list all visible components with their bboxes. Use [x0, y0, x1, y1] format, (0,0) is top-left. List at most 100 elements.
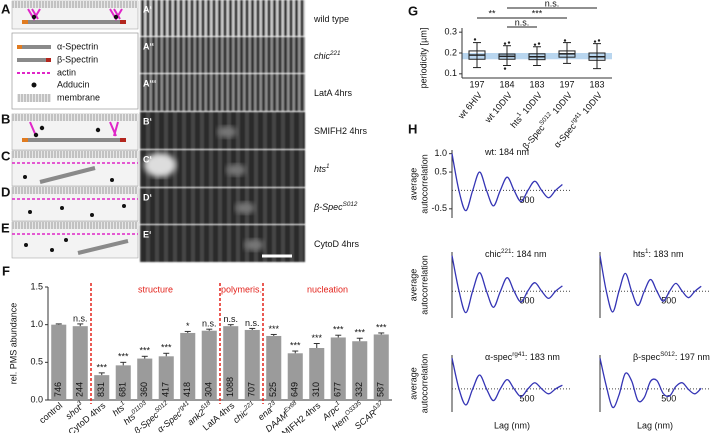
chart-title-part: β-spec — [633, 352, 661, 362]
schematic-e — [11, 221, 139, 259]
n-label: 746 — [53, 382, 63, 397]
micrograph-label-part: wild type — [313, 14, 349, 24]
y-tick-label: 0.5 — [30, 357, 43, 367]
x-tick-label-part: S012 — [538, 111, 553, 127]
y-axis-label: rel. PMS abundance — [8, 303, 18, 385]
bracket-label: n.s. — [515, 17, 530, 27]
schematic-a — [11, 0, 139, 30]
bar — [180, 332, 196, 400]
panel-letter: G — [408, 3, 418, 18]
n-label: 310 — [311, 382, 321, 397]
bracket-label: ** — [488, 8, 496, 18]
autocorrelation-line — [451, 153, 563, 212]
micrograph-label-part: CytoD 4hrs — [314, 239, 360, 249]
n-label: 649 — [290, 382, 300, 397]
x-tick-label: 500 — [661, 296, 676, 306]
panel-letter: H — [408, 121, 417, 136]
n-label: 1088 — [225, 377, 235, 397]
micrograph-label-part: SMIFH2 4hrs — [314, 126, 368, 136]
y-axis-label: autocorrelation — [419, 154, 429, 214]
micrograph-label: LatA 4hrs — [314, 88, 353, 98]
y-tick-label: 0.5 — [434, 166, 447, 176]
x-tick-label-part: O3335 — [344, 399, 363, 417]
bar — [287, 353, 303, 400]
bar — [137, 358, 153, 400]
bar — [373, 334, 389, 400]
micrograph-label-part: chic — [314, 51, 331, 61]
y-axis-label: periodicity [µm] — [418, 28, 428, 89]
x-tick-label: 500 — [519, 195, 534, 205]
section-label: structure — [138, 284, 173, 294]
chart-title-part: hts — [633, 249, 646, 259]
y-tick-label: -0.5 — [431, 203, 447, 213]
chart-title-part: : 197 nm — [675, 352, 710, 362]
y-tick-label: 0.0 — [30, 394, 43, 404]
n-label: 197 — [469, 79, 484, 89]
bracket-label: *** — [532, 8, 543, 18]
chart-title-part: 1 — [645, 248, 649, 255]
n-label: 184 — [499, 79, 514, 89]
micrograph-label-part: LatA 4hrs — [314, 88, 353, 98]
bar — [309, 348, 325, 400]
significance: *** — [96, 362, 107, 372]
n-label: 183 — [529, 79, 544, 89]
x-tick-label-part: 10DIV — [551, 90, 575, 116]
chart-title-part: wt: 184 nm — [484, 147, 529, 157]
significance: *** — [139, 346, 150, 356]
bar — [223, 326, 239, 400]
micrograph-letter: A‘‘ — [143, 41, 154, 51]
micrograph-label: chic221 — [314, 50, 341, 61]
micrograph-blob — [235, 202, 255, 214]
legend-label: α-Spectrin — [57, 41, 98, 51]
x-tick-label-part: wt 10DIV — [483, 90, 515, 125]
x-tick-label-part: Ex68 — [283, 399, 299, 414]
micrograph-label: CytoD 4hrs — [314, 239, 360, 249]
micrograph-label-part: hts — [314, 164, 327, 174]
bar — [352, 341, 368, 400]
micrograph-letter: D‘ — [143, 192, 152, 202]
x-tick-label-part: 1 — [516, 111, 524, 119]
x-tick-label: 500 — [519, 393, 534, 403]
y-axis-label: average — [408, 168, 418, 201]
y-tick-label: 0.1 — [444, 68, 457, 78]
x-tick-label-part: 1 — [119, 400, 126, 408]
section-label: polymeris. — [221, 284, 262, 294]
schematic-b — [11, 113, 139, 151]
significance: *** — [333, 325, 344, 335]
y-axis-label: average — [408, 269, 418, 302]
n-label: 525 — [268, 382, 278, 397]
outlier — [533, 43, 537, 46]
significance: n.s. — [73, 313, 88, 323]
bar — [51, 324, 67, 400]
n-label: 417 — [161, 382, 171, 397]
x-tick-label-part: rg41 — [570, 111, 584, 126]
x-tick-label-part: 23 — [266, 399, 277, 410]
micrograph-label: wild type — [313, 14, 349, 24]
outlier — [563, 39, 567, 42]
y-tick-label: 1.0 — [434, 148, 447, 158]
significance: n.s. — [245, 318, 260, 328]
bar — [330, 337, 346, 400]
micrograph-label-part: 221 — [329, 50, 341, 57]
x-tick-label-part: 01103 — [130, 399, 148, 416]
n-label: 677 — [333, 382, 343, 397]
y-axis-label: autocorrelation — [419, 354, 429, 414]
micrograph-letter: B‘ — [143, 116, 152, 126]
chart-title-part: : 183 nm — [525, 352, 560, 362]
legend-label: Adducin — [57, 79, 90, 89]
chart-title-part: 221 — [501, 248, 512, 255]
x-tick-label-part: control — [37, 401, 64, 426]
bar — [266, 335, 282, 400]
x-tick-label-part: 1 — [334, 400, 341, 408]
micrograph-label-part: β-Spec — [313, 202, 343, 212]
significance: n.s. — [202, 319, 217, 329]
significance: *** — [268, 324, 279, 334]
x-tick-label: wt 10DIV — [483, 90, 515, 125]
x-tick-label: 500 — [519, 296, 534, 306]
n-label: 304 — [204, 382, 214, 397]
panel-letter: D — [1, 184, 10, 199]
legend-icons — [17, 45, 51, 102]
chart-title: α-specrg41: 183 nm — [485, 351, 560, 362]
chart-title-part: : 183 nm — [649, 249, 684, 259]
